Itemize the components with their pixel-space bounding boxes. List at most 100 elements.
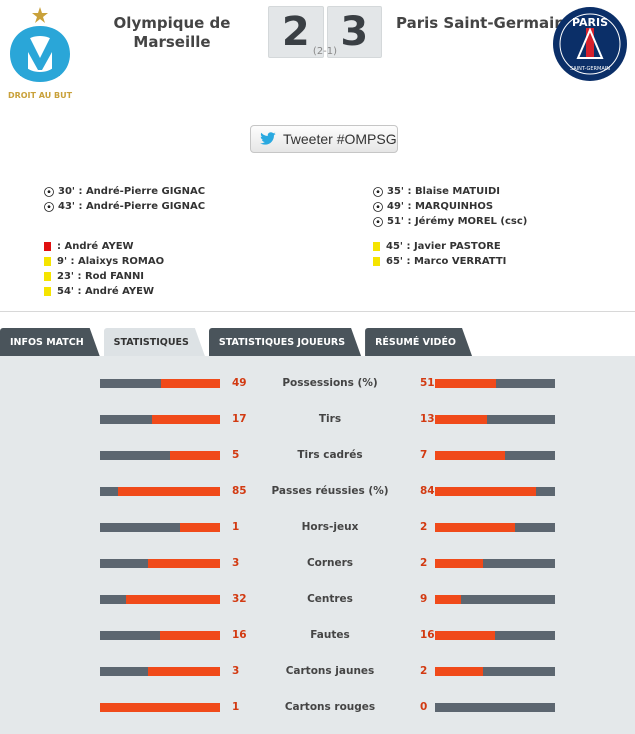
home-stat-bar <box>100 487 220 496</box>
away-cards-list: 45' : Javier PASTORE 65' : Marco VERRATT… <box>373 239 506 269</box>
away-stat-bar <box>435 559 555 568</box>
away-stat-value: 2 <box>420 521 428 533</box>
goal-text: 49' : MARQUINHOS <box>387 201 494 212</box>
goal-text: 35' : Blaise MATUIDI <box>387 186 500 197</box>
tweet-button-label: Tweeter #OMPSG <box>283 131 397 147</box>
home-stat-bar-fill <box>151 415 220 424</box>
away-stat-bar <box>435 667 555 676</box>
stat-label: Passes réussies (%) <box>271 485 389 497</box>
away-stat-bar <box>435 703 555 712</box>
card-text: 54' : André AYEW <box>57 286 155 297</box>
away-stat-bar-fill <box>435 379 497 388</box>
tweet-button[interactable]: Tweeter #OMPSG <box>250 125 398 153</box>
home-stat-bar <box>100 631 220 640</box>
halftime-score: (2-1) <box>312 46 338 57</box>
away-stat-value: 84 <box>420 485 435 497</box>
away-stat-bar-fill <box>435 631 495 640</box>
goal-text: 51' : Jérémy MOREL (csc) <box>387 216 528 227</box>
tab-statistiques-joueurs[interactable]: STATISTIQUES JOUEURS <box>209 328 361 356</box>
red-card-icon <box>44 242 51 251</box>
stat-label: Hors-jeux <box>301 521 359 533</box>
stat-row: 85 Passes réussies (%) 84 <box>0 482 635 502</box>
home-stat-bar <box>100 523 220 532</box>
goal-text: 43' : André-Pierre GIGNAC <box>58 201 206 212</box>
tab-infos-match[interactable]: INFOS MATCH <box>0 328 100 356</box>
home-cards-list: : André AYEW 9' : Alaixys ROMAO 23' : Ro… <box>44 239 164 299</box>
stat-row: 16 Fautes 16 <box>0 626 635 646</box>
home-stat-bar-fill <box>100 703 220 712</box>
card-text: 65' : Marco VERRATTI <box>386 256 507 267</box>
om-logo: DROIT AU BUT <box>4 4 76 104</box>
away-team-name: Paris Saint-Germain <box>396 14 565 32</box>
away-stat-bar-fill <box>435 667 483 676</box>
home-stat-value: 5 <box>232 449 240 461</box>
yellow-card-icon <box>44 257 51 266</box>
away-stat-value: 0 <box>420 701 428 713</box>
home-stat-bar-fill <box>161 379 220 388</box>
away-stat-bar <box>435 595 555 604</box>
home-stat-bar <box>100 667 220 676</box>
home-stat-bar-fill <box>118 487 220 496</box>
home-stat-value: 17 <box>232 413 247 425</box>
away-stat-bar-fill <box>435 559 483 568</box>
home-stat-value: 3 <box>232 665 240 677</box>
card-text: 9' : Alaixys ROMAO <box>57 256 165 267</box>
card-event: : André AYEW <box>44 239 164 254</box>
home-stat-bar-fill <box>148 667 220 676</box>
home-stat-bar <box>100 559 220 568</box>
home-stat-bar-fill <box>160 631 220 640</box>
away-stat-value: 2 <box>420 557 428 569</box>
card-event: 54' : André AYEW <box>44 284 164 299</box>
home-stat-bar-fill <box>148 559 220 568</box>
away-stat-bar <box>435 451 555 460</box>
away-stat-bar-fill <box>435 415 487 424</box>
stat-label: Centres <box>307 593 353 605</box>
home-stat-bar-fill <box>126 595 220 604</box>
home-stat-value: 85 <box>232 485 247 497</box>
goal-event: 43' : André-Pierre GIGNAC <box>44 199 205 214</box>
tab-resume-video[interactable]: RÉSUMÉ VIDÉO <box>365 328 472 356</box>
home-stat-bar <box>100 379 220 388</box>
goal-event: 49' : MARQUINHOS <box>373 199 527 214</box>
home-goals-list: 30' : André-Pierre GIGNAC 43' : André-Pi… <box>44 184 205 214</box>
away-stat-bar-fill <box>435 523 516 532</box>
stat-row: 1 Cartons rouges 0 <box>0 698 635 718</box>
home-team-name: Olympique de Marseille <box>113 14 231 51</box>
home-stat-value: 16 <box>232 629 247 641</box>
away-stat-bar <box>435 631 555 640</box>
card-event: 65' : Marco VERRATTI <box>373 254 506 269</box>
away-stat-value: 16 <box>420 629 435 641</box>
section-divider <box>0 311 635 312</box>
goal-event: 35' : Blaise MATUIDI <box>373 184 527 199</box>
goal-event: 51' : Jérémy MOREL (csc) <box>373 214 527 229</box>
home-stat-value: 1 <box>232 521 240 533</box>
football-icon <box>44 186 54 197</box>
stat-label: Tirs cadrés <box>297 449 363 461</box>
tab-statistiques[interactable]: STATISTIQUES <box>104 328 205 356</box>
stat-label: Fautes <box>310 629 350 641</box>
card-text: : André AYEW <box>57 241 134 252</box>
home-stat-value: 49 <box>232 377 247 389</box>
psg-logo-subtext: SAINT-GERMAIN <box>570 66 610 72</box>
goal-event: 30' : André-Pierre GIGNAC <box>44 184 205 199</box>
football-icon <box>373 186 383 197</box>
card-event: 23' : Rod FANNI <box>44 269 164 284</box>
stat-label: Possessions (%) <box>282 377 378 389</box>
home-score: 2 <box>268 6 324 58</box>
yellow-card-icon <box>44 272 51 281</box>
twitter-bird-icon <box>260 132 276 145</box>
home-stat-bar <box>100 595 220 604</box>
home-stat-bar <box>100 703 220 712</box>
goal-text: 30' : André-Pierre GIGNAC <box>58 186 206 197</box>
stat-label: Cartons rouges <box>284 701 376 713</box>
away-stat-bar-fill <box>435 451 505 460</box>
yellow-card-icon <box>373 242 380 251</box>
away-stat-bar <box>435 415 555 424</box>
away-stat-bar <box>435 523 555 532</box>
stat-row: 32 Centres 9 <box>0 590 635 610</box>
home-stat-value: 1 <box>232 701 240 713</box>
home-stat-value: 32 <box>232 593 247 605</box>
football-icon <box>373 216 383 227</box>
stat-row: 49 Possessions (%) 51 <box>0 374 635 394</box>
stat-row: 3 Corners 2 <box>0 554 635 574</box>
